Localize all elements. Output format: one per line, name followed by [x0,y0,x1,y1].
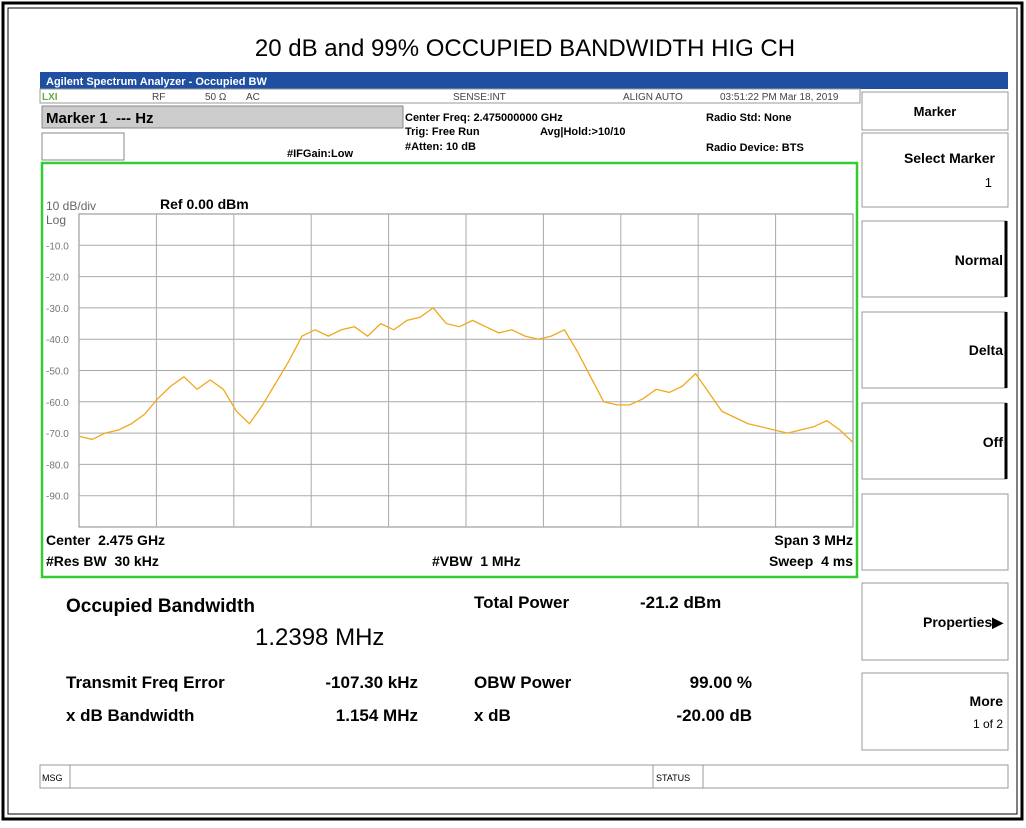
obw-label: Occupied Bandwidth [66,596,255,617]
total-power: -21.2 dBm [640,593,721,612]
softkey-label: More [970,693,1004,709]
softkey[interactable] [861,493,1009,571]
y-tick-label: -90.0 [46,492,69,503]
trig: Trig: Free Run [405,126,480,138]
status-sense: SENSE:INT [453,92,506,103]
total-power-label: Total Power [474,593,569,612]
marker-box[interactable] [41,105,404,129]
y-tick-label: -50.0 [46,367,69,378]
entry-box[interactable] [41,132,125,161]
obw-value: 1.2398 MHz [255,624,384,651]
status-rf: RF [152,92,165,103]
softkey[interactable] [861,311,1007,389]
softkey[interactable] [861,220,1007,298]
y-tick-label: -80.0 [46,460,69,471]
radio-std: Radio Std: None [706,112,792,124]
tfe-label: Transmit Freq Error [66,673,225,692]
softkey-value: 1 [985,175,992,190]
radio-device: Radio Device: BTS [706,142,804,154]
vbw: #VBW 1 MHz [432,553,521,569]
y-tick-label: -30.0 [46,304,69,315]
softkey-label: Properties▶ [923,614,1004,630]
center-freq: Center Freq: 2.475000000 GHz [405,112,563,124]
sweep: Sweep 4 ms [769,553,853,569]
softkey[interactable] [861,672,1009,751]
marker-readout: Marker 1 --- Hz [46,110,154,127]
span: Span 3 MHz [774,532,853,548]
log-label: Log [46,213,66,227]
status-row [39,88,861,104]
softkey-value: 1 of 2 [973,717,1003,731]
status-impedance: 50 Ω [205,92,227,103]
status-label: STATUS [656,773,690,783]
softkey-label: Off [983,434,1004,450]
atten: #Atten: 10 dB [405,141,476,153]
softkey-label: Normal [955,252,1003,268]
status-datetime: 03:51:22 PM Mar 18, 2019 [720,92,839,103]
xdb-bw: 1.154 MHz [336,706,418,725]
tfe: -107.30 kHz [325,673,418,692]
y-tick-label: -10.0 [46,241,69,252]
res-bw: #Res BW 30 kHz [46,553,159,569]
obw-power-label: OBW Power [474,673,572,692]
ref-level: Ref 0.00 dBm [160,196,249,212]
y-tick-label: -60.0 [46,398,69,409]
softkey-panel: Marker Select Marker 1 Normal Delta Off … [861,91,1009,751]
lxi-icon: LXI [42,92,58,103]
msg-label: MSG [42,773,63,783]
app-title: Agilent Spectrum Analyzer - Occupied BW [46,76,267,88]
softkey[interactable] [861,582,1009,661]
softkey[interactable] [861,132,1009,208]
title-bar [40,72,1008,89]
xdb-bw-label: x dB Bandwidth [66,706,194,725]
softkey-label: Delta [969,342,1003,358]
menu-header [861,91,1009,131]
softkey-label: Select Marker [904,150,996,166]
status-coupling: AC [246,92,260,103]
y-tick-label: -40.0 [46,335,69,346]
scale-div: 10 dB/div [46,199,96,213]
frame-inner [7,7,1018,815]
y-tick-label: -70.0 [46,429,69,440]
softkey[interactable] [861,402,1007,480]
center-label: Center 2.475 GHz [46,532,165,548]
menu-title: Marker [914,104,957,119]
plot: -10.0 -20.0 -30.0 -40.0 -50.0 -60.0 -70.0 -80.0… [46,241,854,503]
status-align: ALIGN AUTO [623,92,683,103]
xdb-label: x dB [474,706,511,725]
y-tick-label: -20.0 [46,273,69,284]
page-title: 20 dB and 99% OCCUPIED BANDWIDTH HIG CH [255,35,795,62]
status-bar [39,764,1009,789]
avg-hold: Avg|Hold:>10/10 [540,126,626,138]
obw-power: 99.00 % [690,673,752,692]
trace [78,307,854,443]
xdb: -20.00 dB [676,706,752,725]
ifgain: #IFGain:Low [287,148,353,160]
